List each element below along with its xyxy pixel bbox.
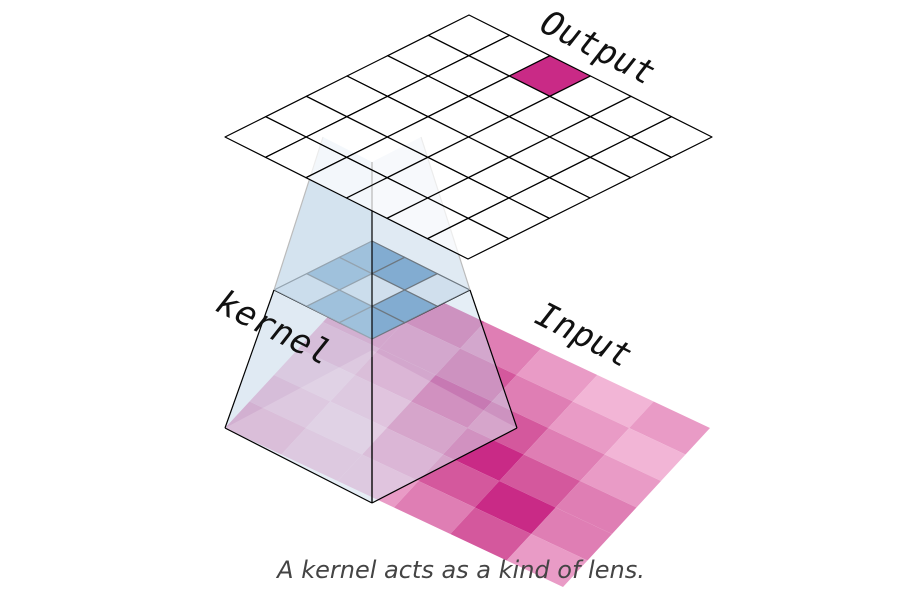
- input-cell: [506, 534, 588, 587]
- input-cell: [604, 428, 686, 481]
- input-cell: [580, 454, 661, 508]
- output-cell: [426, 217, 510, 260]
- input-cell: [516, 348, 598, 402]
- lens-lower-frustum: [224, 289, 518, 504]
- input-cell: [411, 375, 492, 428]
- lens-edge: [224, 427, 373, 504]
- lens-edge: [371, 427, 518, 504]
- input-cell: [394, 481, 475, 534]
- input-cell: [523, 428, 605, 481]
- input-cell: [499, 454, 581, 508]
- input-cell: [443, 428, 524, 481]
- input-cell: [555, 481, 637, 534]
- input-cell: [435, 348, 517, 402]
- lens-edge: [469, 289, 518, 429]
- input-cell: [362, 428, 443, 481]
- input-cell: [572, 375, 654, 428]
- lens-face-right: [372, 290, 517, 503]
- input-cell: [379, 322, 461, 375]
- input-cell: [386, 401, 468, 455]
- input-cell: [629, 401, 710, 455]
- input-cell: [474, 481, 556, 534]
- input-cell: [492, 375, 573, 428]
- input-cell: [548, 401, 630, 455]
- output-layer: [224, 14, 713, 260]
- input-cell: [418, 454, 500, 508]
- input-cell: [531, 507, 612, 561]
- lens-face-left: [225, 290, 372, 503]
- input-cell: [450, 507, 532, 561]
- input-cell: [354, 348, 436, 402]
- input-cell: [460, 322, 541, 375]
- figure-caption: A kernel acts as a kind of lens.: [277, 556, 645, 584]
- lens-edge: [224, 289, 275, 429]
- input-cell: [467, 401, 549, 455]
